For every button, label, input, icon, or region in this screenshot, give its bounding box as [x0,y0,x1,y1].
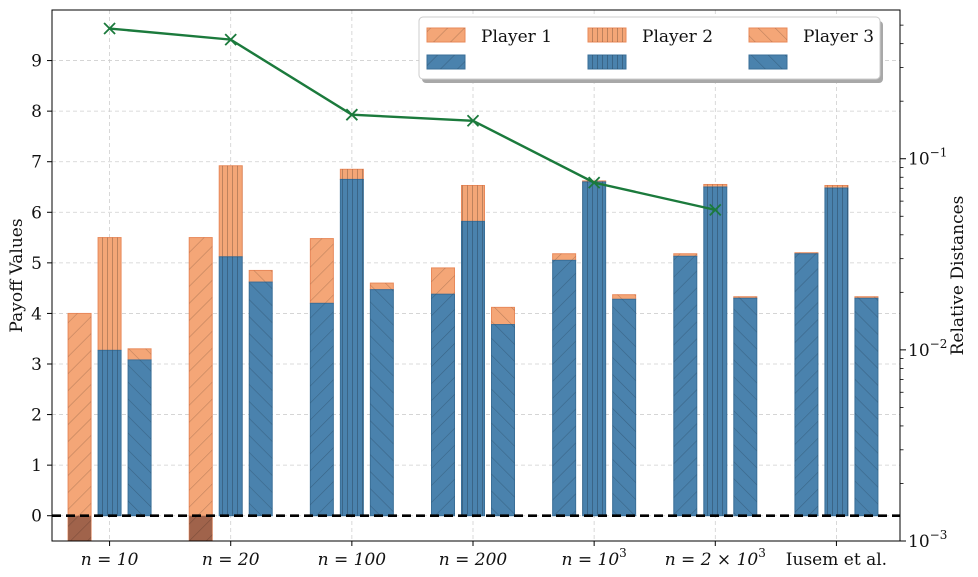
marker-stroke [224,33,237,46]
y2-tick-label: 10−3 [908,528,947,552]
y2-tick-label: 10−2 [908,337,947,361]
player-2-upper-bar-hatch [219,165,243,257]
player-1-negative-bar-hatch [189,515,213,541]
player-3-lower-bar-hatch [612,299,636,516]
distance-marker [466,114,480,127]
marker-stroke [709,203,722,217]
distance-line [103,22,722,217]
x-tick-label: n = 2 × 103 [665,546,766,570]
x-tick-label: Iusem et al. [786,550,887,570]
player-2-legend-swatch-lower-hatch [588,55,626,69]
player-2-upper-bar-hatch [703,184,727,187]
player-3-lower-bar-hatch [370,289,394,516]
x-tick-label: n = 100 [318,550,387,570]
player-3-lower-bar-hatch [249,282,273,516]
x-tick-label: n = 20 [202,550,260,570]
y-tick-label: 8 [31,102,42,122]
y-tick-label: 3 [31,355,42,375]
y-tick-label: 6 [31,203,42,223]
marker-stroke [103,22,116,35]
player-3-lower-bar-hatch [128,359,152,516]
player-3-lower-bar-hatch [491,324,515,516]
y2-tick-label: 10−1 [908,146,947,170]
player-1-lower-bar-hatch [552,260,576,516]
y2-axis-title: Relative Distances [948,196,968,356]
player-3-legend-swatch-lower-hatch [749,55,787,69]
y-tick-label: 5 [31,254,42,274]
player-2-upper-bar-hatch [98,237,122,351]
player-2-lower-bar-hatch [461,221,485,516]
player-2-lower-bar-hatch [703,187,727,516]
player-2-upper-bar-hatch [824,185,848,189]
player-1-legend-swatch-upper-hatch [427,28,465,42]
player-2-lower-bar-hatch [824,188,848,516]
player-3-upper-bar-hatch [128,348,152,360]
distance-marker [588,176,601,189]
player-2-legend-swatch-upper-hatch [588,28,626,42]
player-2-lower-bar-hatch [98,350,122,516]
distance-marker [224,33,237,46]
y-tick-label: 0 [31,507,42,527]
player-2-lower-bar-hatch [219,256,243,516]
player-1-upper-bar-hatch [673,253,697,257]
marker-stroke [588,176,601,189]
player-3-upper-bar-hatch [249,270,273,283]
player-3-upper-bar-hatch [612,294,636,300]
player-3-upper-bar-hatch [733,296,757,299]
player-1-upper-bar-hatch [68,313,92,541]
marker-stroke [345,108,358,121]
distance-marker [709,203,722,217]
player-1-upper-bar-hatch [552,253,576,261]
player-1-upper-bar-hatch [431,267,455,295]
y-tick-label: 2 [31,406,42,426]
player-3-legend-swatch-upper-hatch [749,28,787,42]
player-1-legend-label: Player 1 [481,27,552,47]
distance-marker [345,108,358,121]
player-1-lower-bar-hatch [794,253,818,516]
player-3-upper-bar-hatch [370,283,394,290]
player-3-lower-bar-hatch [854,298,878,516]
x-tick-label: n = 103 [562,546,627,570]
player-2-legend-label: Player 2 [642,27,713,47]
x-tick-label: n = 200 [439,550,508,570]
plot-frame [51,9,901,542]
player-2-upper-bar-hatch [340,169,364,180]
y-tick-label: 9 [31,52,42,72]
marker-stroke [466,114,480,127]
distance-marker [103,22,116,35]
player-1-lower-bar-hatch [431,294,455,516]
y-tick-label: 1 [31,456,42,476]
player-1-upper-bar-hatch [794,252,818,254]
player-3-upper-bar-hatch [491,307,515,325]
player-3-legend-label: Player 3 [803,27,874,47]
x-tick-label: n = 10 [81,550,139,570]
y-tick-label: 7 [31,153,42,173]
player-1-lower-bar-hatch [310,303,334,516]
player-3-lower-bar-hatch [733,298,757,516]
axes: 0 1 2 3 4 5 6 7 8 9 10−3 10−2 10−1 n = 10 n = 20 n = 10… [7,9,968,570]
player-3-upper-bar-hatch [854,296,878,299]
player-2-lower-bar-hatch [582,181,606,516]
y-tick-label: 4 [31,304,42,324]
player-1-legend-swatch-lower-hatch [427,55,465,69]
player-1-upper-bar-hatch [310,238,334,304]
distance-polyline [109,27,716,212]
player-2-lower-bar-hatch [340,179,364,516]
legend: Player 1 Player 2 Player 3 [418,16,883,83]
player-1-upper-bar-hatch [189,237,213,542]
player-2-upper-bar-hatch [461,185,485,222]
y-axis-title: Payoff Values [7,218,27,332]
bars [52,165,900,542]
player-1-lower-bar-hatch [673,256,697,516]
player-1-negative-bar-hatch [68,515,92,541]
